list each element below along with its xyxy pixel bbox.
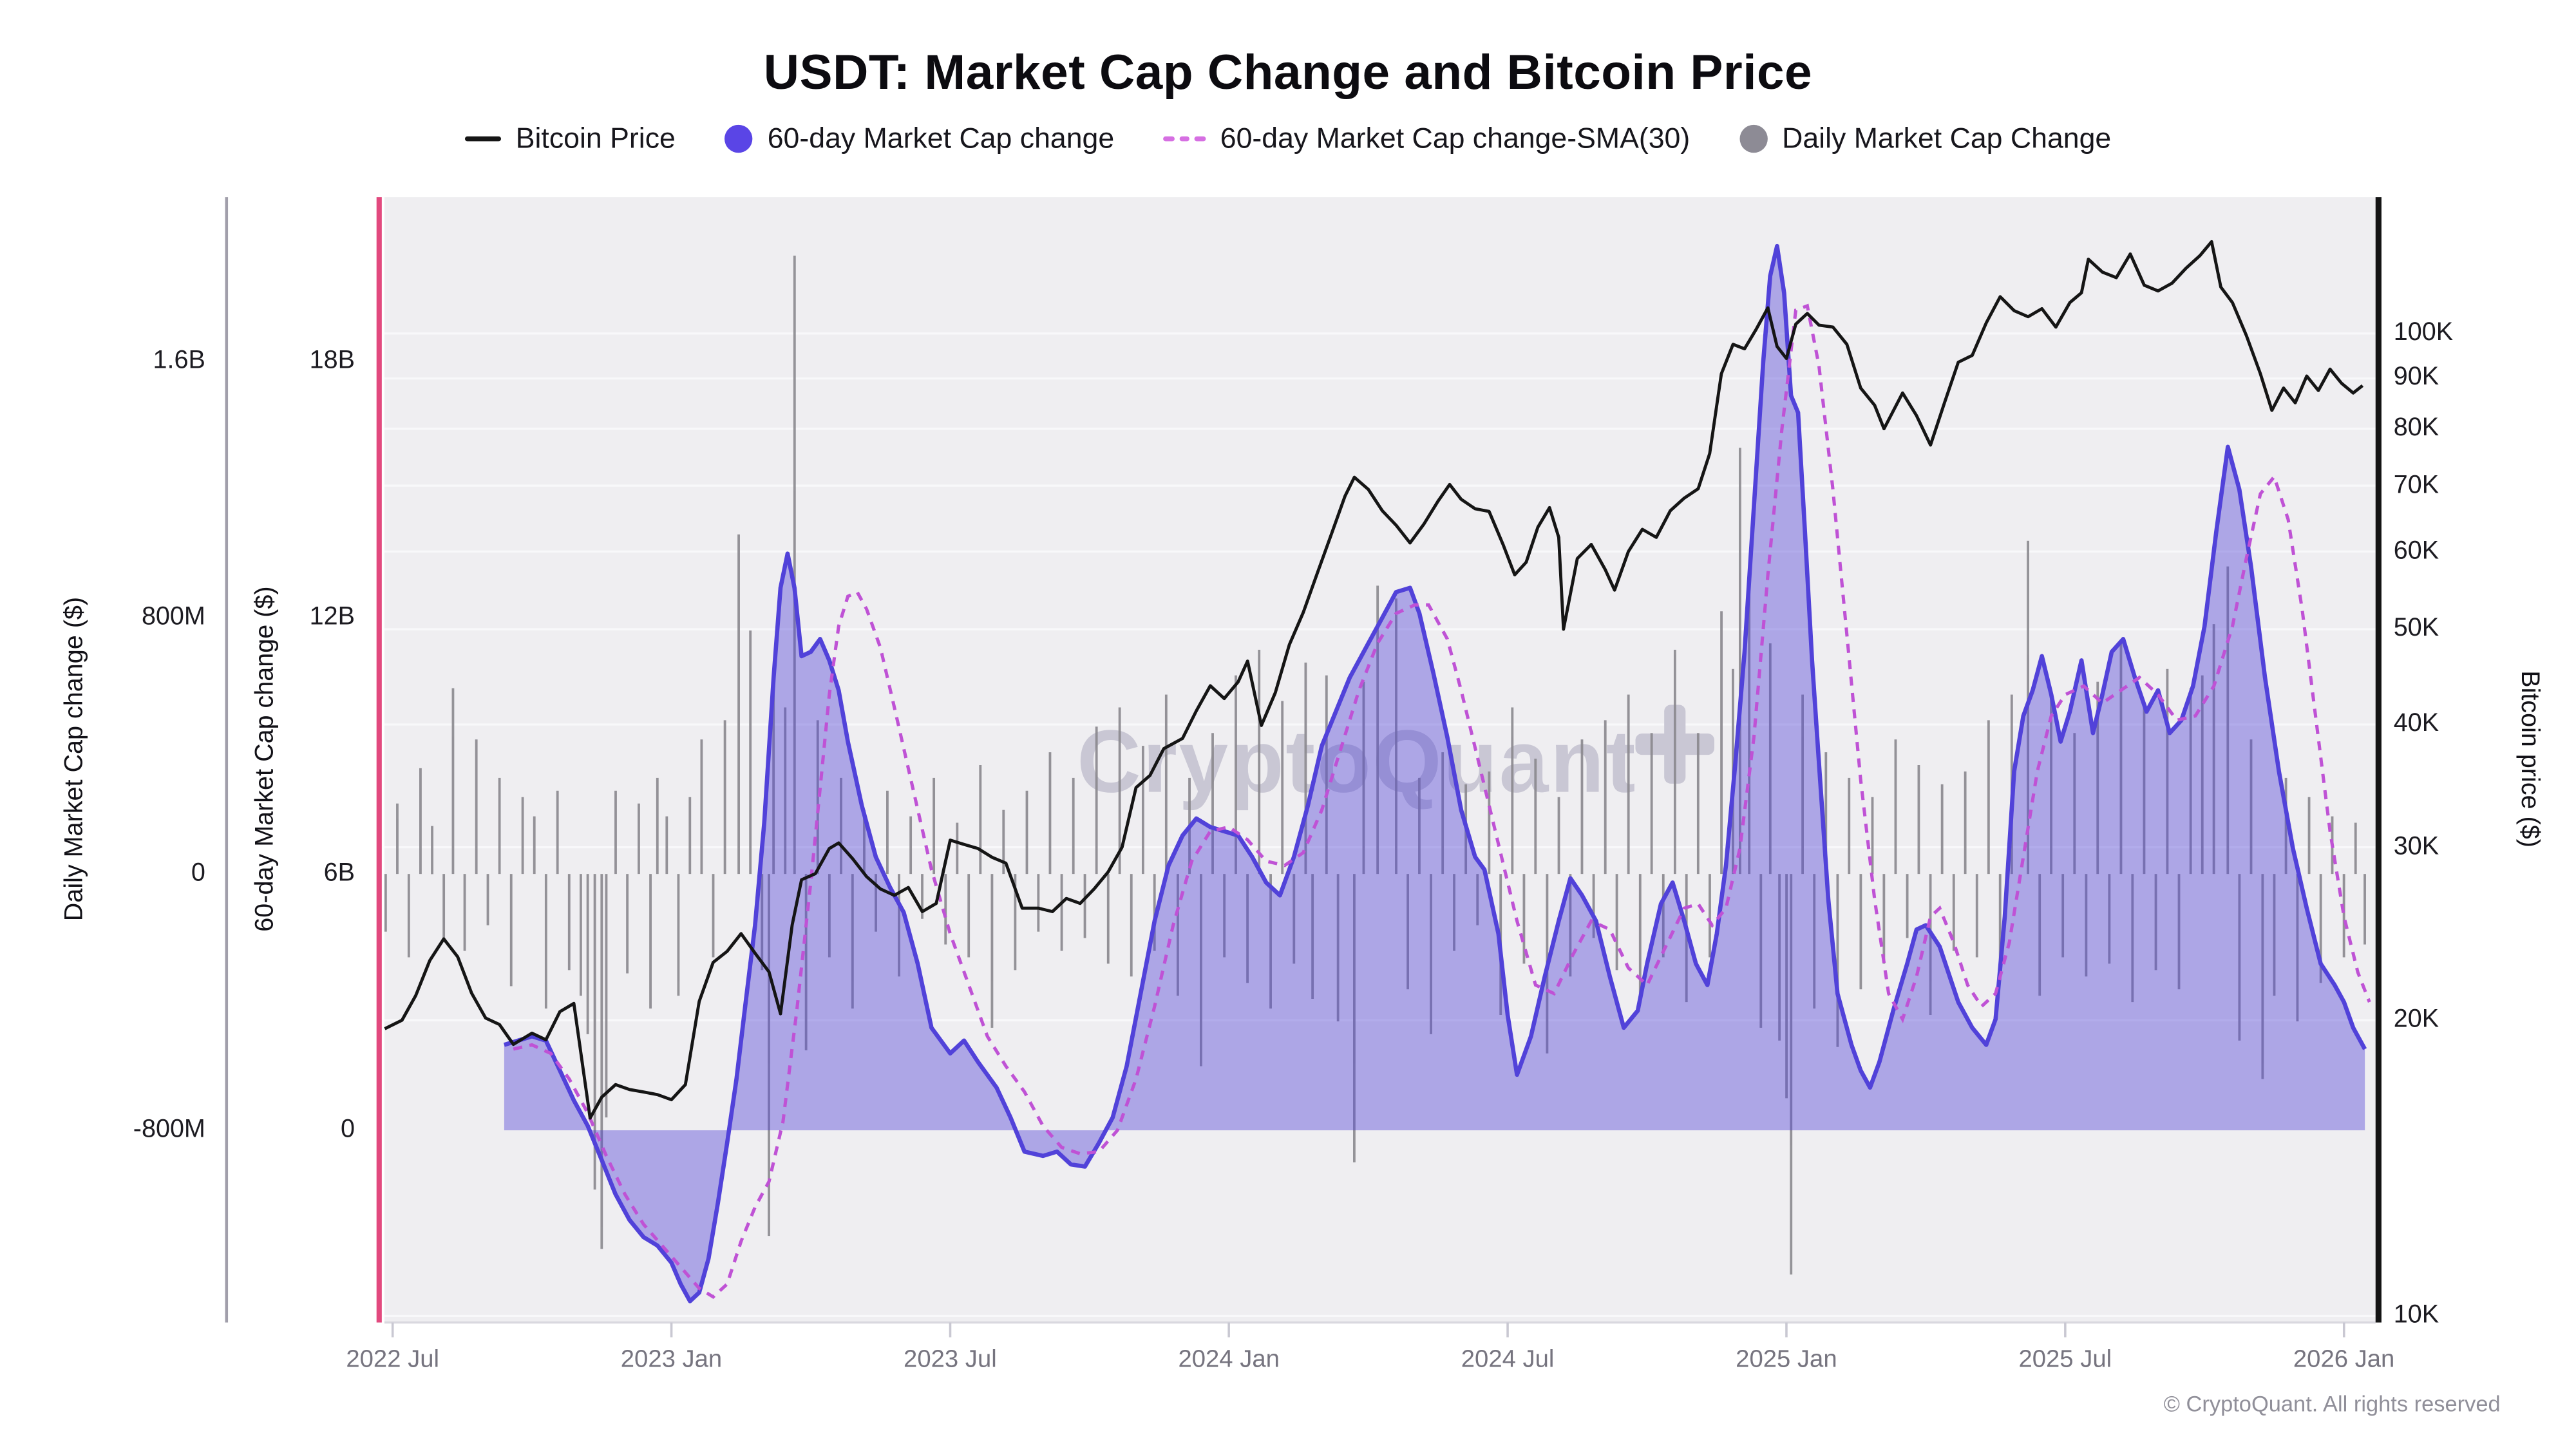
legend-item-60day-market-cap-change[interactable]: 60-day Market Cap change [724, 122, 1114, 156]
dashed-line-swatch-icon [1163, 135, 1206, 142]
plot-background [384, 197, 2376, 1323]
legend-label: Daily Market Cap Change [1782, 121, 2112, 155]
daily-axis-tick-label: -800M [133, 1115, 205, 1144]
btc-axis-tick-label: 40K [2393, 709, 2439, 738]
x-axis-tick-label: 2026 Jan [2293, 1345, 2395, 1374]
legend-item-60day-sma30[interactable]: 60-day Market Cap change-SMA(30) [1163, 121, 1690, 156]
daily-axis-tick-label: 1.6B [153, 346, 205, 375]
x-axis-tick-label: 2023 Jul [904, 1345, 997, 1374]
btc-axis-tick-label: 80K [2393, 413, 2439, 442]
bitcoin-price-line [384, 240, 2364, 1120]
btc-axis-title: Bitcoin price ($) [2515, 670, 2543, 848]
x-axis-tick-label: 2025 Jan [1736, 1345, 1837, 1374]
legend-label: 60-day Market Cap change-SMA(30) [1220, 121, 1690, 155]
x-axis-tick-label: 2023 Jan [620, 1345, 723, 1374]
daily-axis-tick-label: 800M [141, 603, 205, 631]
legend-item-bitcoin-price[interactable]: Bitcoin Price [464, 121, 676, 156]
x-axis-tick-label: 2022 Jul [346, 1345, 440, 1374]
chart-title: USDT: Market Cap Change and Bitcoin Pric… [763, 46, 1813, 100]
legend-item-daily-market-cap-change[interactable]: Daily Market Cap Change [1739, 122, 2111, 156]
sixty-day-axis-tick-label: 18B [309, 346, 355, 375]
sixty-day-axis-tick-label: 6B [323, 859, 355, 887]
right-axis-line [2375, 197, 2382, 1323]
legend-label: 60-day Market Cap change [767, 121, 1115, 155]
btc-axis-tick-label: 60K [2393, 536, 2439, 565]
btc-axis-tick-label: 50K [2393, 614, 2439, 643]
btc-axis-tick-label: 70K [2393, 471, 2439, 499]
bitcoin-price-line-swatch-icon [464, 135, 501, 142]
btc-axis-tick-label: 20K [2393, 1005, 2439, 1034]
watermark: CryptoQuant [1077, 712, 1637, 811]
sixty-day-axis-tick-label: 0 [341, 1115, 355, 1144]
sixty-day-sma30-line [513, 303, 2371, 1299]
x-axis-tick-label: 2024 Jul [1461, 1345, 1555, 1374]
legend: Bitcoin Price 60-day Market Cap change 6… [0, 122, 2576, 156]
btc-axis-tick-label: 30K [2393, 832, 2439, 860]
sixty-day-axis-tick-label: 12B [309, 603, 355, 631]
legend-label: Bitcoin Price [515, 121, 676, 155]
sixty-day-change-area [504, 246, 2365, 1302]
x-axis-tick-label: 2025 Jul [2018, 1345, 2112, 1374]
x-axis-tick-label: 2024 Jan [1178, 1345, 1280, 1374]
sixty-day-change-line [503, 243, 2367, 1303]
btc-axis-tick-label: 100K [2393, 318, 2454, 347]
daily-axis-tick-label: 0 [191, 859, 205, 887]
purple-circle-swatch-icon [724, 124, 753, 153]
left-axes-separator-line [225, 197, 229, 1323]
series-start-marker-line [376, 197, 382, 1323]
gray-circle-swatch-icon [1739, 124, 1768, 153]
copyright-text: © CryptoQuant. All rights reserved [2163, 1391, 2501, 1416]
btc-axis-tick-label: 10K [2393, 1301, 2439, 1329]
btc-axis-tick-label: 90K [2393, 363, 2439, 392]
